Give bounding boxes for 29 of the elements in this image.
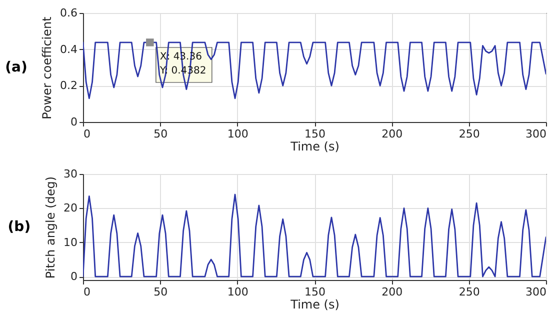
y-tick-label: 0.6 — [60, 6, 78, 20]
x-tick-label: 250 — [458, 286, 480, 298]
x-tick-label: 100 — [227, 286, 248, 298]
y-tick-label: 10 — [64, 236, 78, 249]
x-tick-label: 250 — [458, 128, 480, 140]
x-tick-label: 150 — [304, 128, 326, 140]
line-series — [83, 42, 546, 100]
text: (b) — [8, 219, 31, 235]
x-axis-title: Time (s) — [290, 140, 340, 154]
y-tick-label: 30 — [64, 168, 78, 180]
text: (a) — [5, 60, 28, 76]
x-tick-label: 200 — [382, 128, 403, 140]
y-axis-title: Pitch angle (deg) — [44, 176, 58, 279]
y-axis-title: Power coefficient — [40, 16, 54, 120]
x-tick-label: 50 — [154, 286, 168, 298]
x-tick-label: 100 — [227, 128, 248, 140]
x-tick-label: 0 — [84, 286, 90, 298]
y-tick-label: 0 — [70, 270, 78, 284]
x-axis-title: Time (s) — [290, 298, 340, 312]
x-tick-label: 0 — [84, 128, 90, 140]
y-tick-label: 0.2 — [60, 79, 78, 92]
y-tick-label: 0.4 — [60, 42, 78, 56]
x-tick-label: 200 — [382, 286, 403, 298]
x-tick-label: 300 — [526, 286, 546, 298]
x-tick-label: 150 — [304, 286, 326, 298]
x-tick-label: 300 — [526, 128, 546, 140]
y-tick-label: 0 — [70, 116, 78, 128]
x-tick-label: 50 — [154, 128, 168, 140]
y-tick-label: 20 — [64, 202, 78, 215]
